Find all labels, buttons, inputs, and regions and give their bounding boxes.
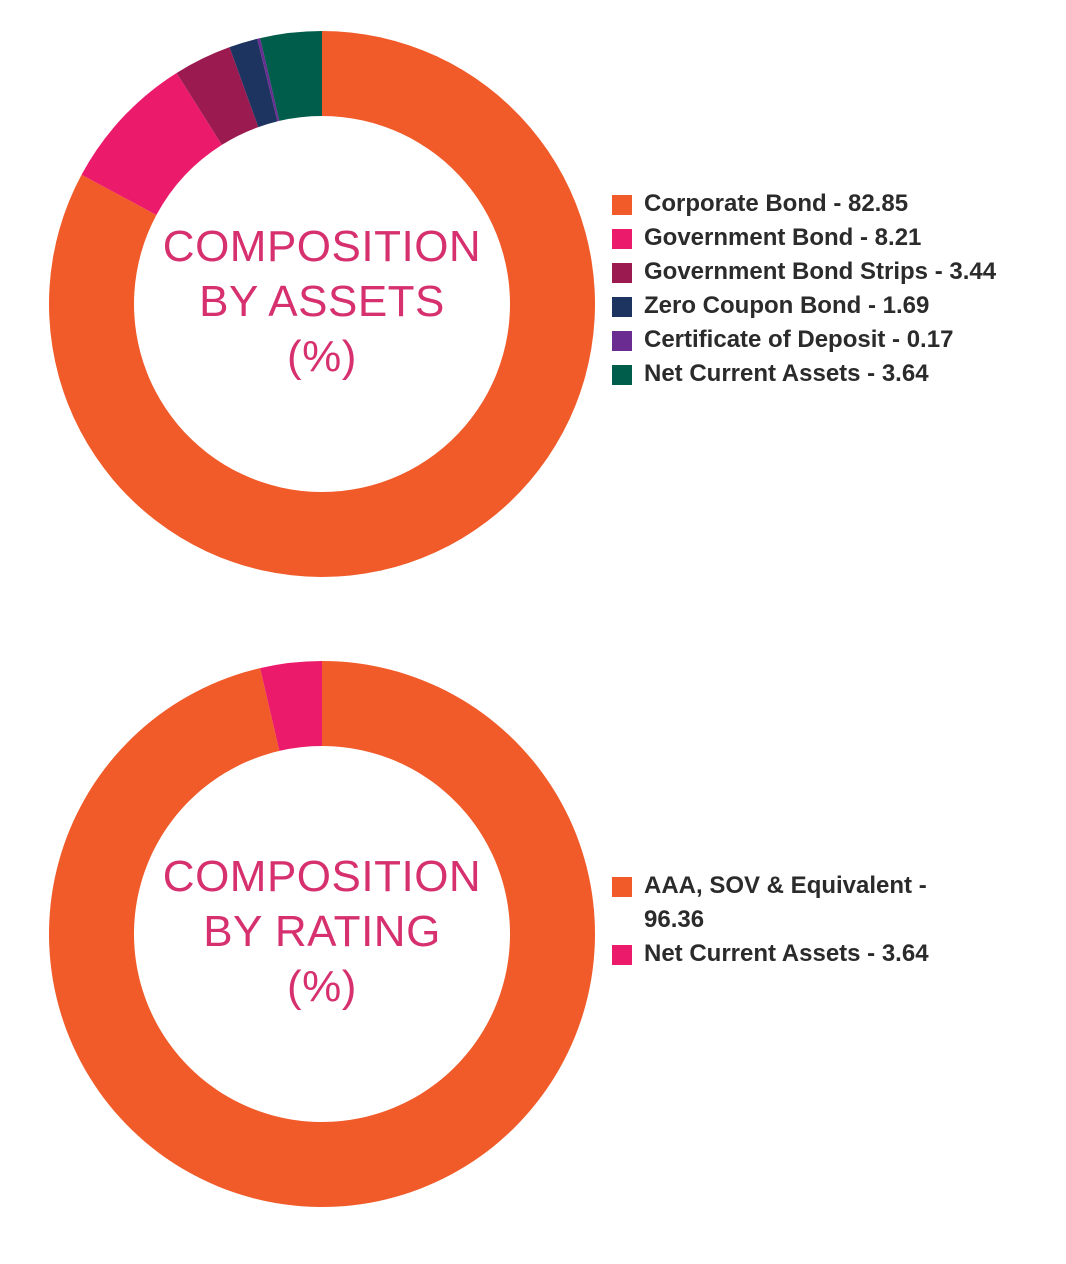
- legend-item: Government Bond - 8.21: [612, 221, 1066, 255]
- legend-label: Zero Coupon Bond - 1.69: [644, 292, 930, 319]
- slice-government-bond-strips: [176, 47, 259, 145]
- rating-legend: AAA, SOV & Equivalent - 96.36 Net Curren…: [612, 869, 974, 971]
- legend-item: Net Current Assets - 3.64: [612, 937, 974, 971]
- legend-swatch: [612, 945, 632, 965]
- assets-legend: Corporate Bond - 82.85 Government Bond -…: [612, 187, 1066, 391]
- legend-label: Corporate Bond - 82.85: [644, 190, 909, 217]
- center-label-line: (%): [287, 332, 357, 381]
- composition-by-rating-chart: COMPOSITION BY RATING (%) AAA, SOV & Equ…: [0, 630, 1066, 1230]
- center-label-line: COMPOSITION: [162, 852, 482, 901]
- slice-corporate-bond: [48, 31, 595, 577]
- center-label-line: (%): [287, 962, 357, 1011]
- center-label-line: COMPOSITION: [162, 222, 482, 271]
- legend-swatch: [612, 263, 632, 283]
- legend-swatch: [612, 195, 632, 215]
- rating-donut: [49, 661, 596, 1207]
- legend-item: Zero Coupon Bond - 1.69: [612, 289, 1066, 323]
- slice-aaa-sov-equivalent: [49, 661, 596, 1207]
- slice-zero-coupon-bond: [229, 38, 278, 128]
- legend-item: Corporate Bond - 82.85: [612, 187, 1066, 221]
- legend-label: Certificate of Deposit - 0.17: [644, 326, 954, 353]
- center-label-line: BY ASSETS: [199, 277, 445, 326]
- assets-donut: [48, 31, 595, 577]
- legend-swatch: [612, 877, 632, 897]
- legend-item: Government Bond Strips - 3.44: [612, 255, 1066, 289]
- legend-label: Net Current Assets - 3.64: [644, 360, 929, 387]
- assets-center-label: COMPOSITION BY ASSETS (%): [134, 219, 510, 384]
- legend-swatch: [612, 229, 632, 249]
- legend-label: AAA, SOV & Equivalent - 96.36: [644, 872, 927, 933]
- legend-item: Net Current Assets - 3.64: [612, 357, 1066, 391]
- legend-label: Government Bond Strips - 3.44: [644, 258, 997, 285]
- slice-certificate-of-deposit: [257, 38, 280, 122]
- legend-swatch: [612, 297, 632, 317]
- slice-net-current-assets: [260, 31, 322, 121]
- slice-government-bond: [81, 72, 222, 215]
- legend-item: AAA, SOV & Equivalent - 96.36: [612, 869, 974, 937]
- legend-swatch: [612, 365, 632, 385]
- composition-by-assets-chart: COMPOSITION BY ASSETS (%) Corporate Bond…: [0, 0, 1066, 600]
- legend-swatch: [612, 331, 632, 351]
- legend-item: Certificate of Deposit - 0.17: [612, 323, 1066, 357]
- legend-label: Net Current Assets - 3.64: [644, 940, 929, 967]
- center-label-line: BY RATING: [203, 907, 441, 956]
- slice-net-current-assets: [260, 661, 322, 751]
- rating-center-label: COMPOSITION BY RATING (%): [134, 849, 510, 1014]
- legend-label: Government Bond - 8.21: [644, 224, 922, 251]
